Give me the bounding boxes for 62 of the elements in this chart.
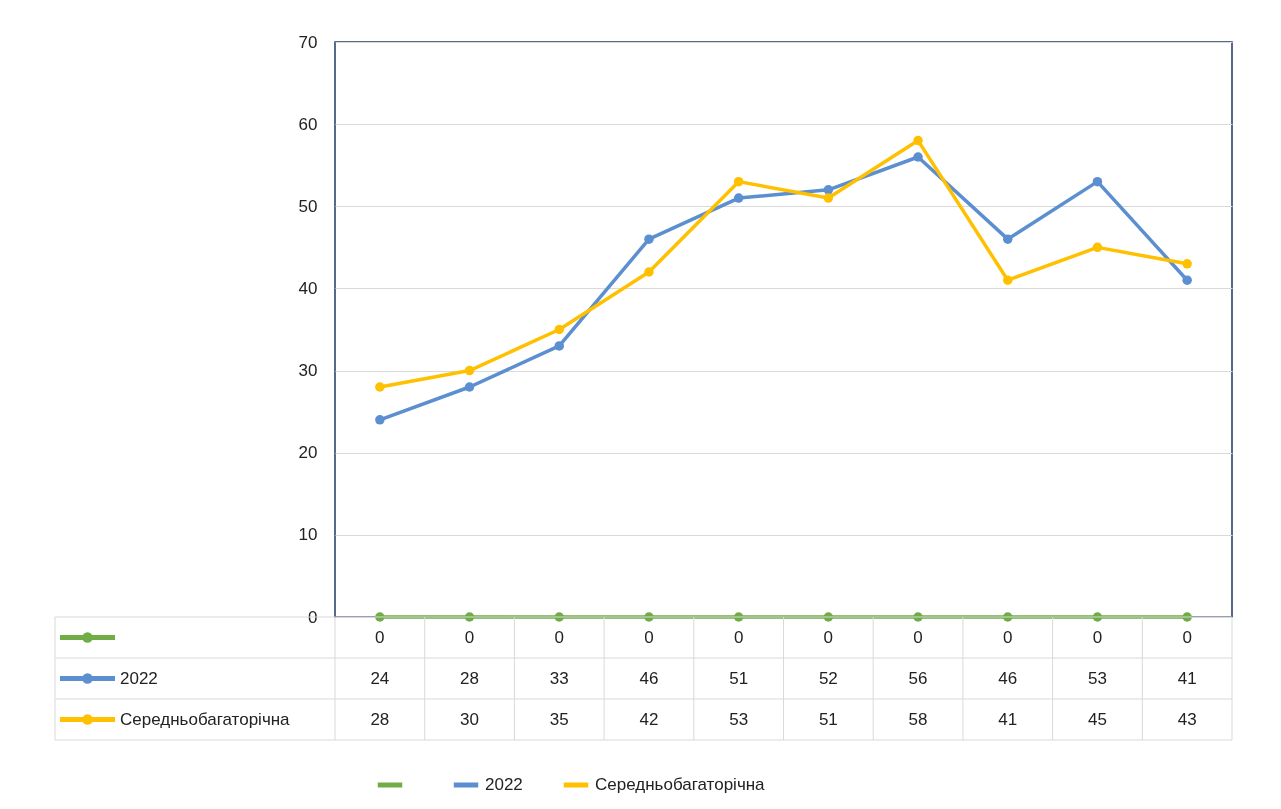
data-label: 0	[554, 627, 564, 647]
data-label: 53	[729, 709, 749, 729]
text: Середньобагаторічна	[595, 775, 765, 794]
point	[733, 176, 744, 187]
data-label: 0	[733, 627, 744, 647]
data-label: 52	[818, 668, 838, 688]
y-tick-label: 0	[308, 607, 318, 627]
y-tick-label: 70	[298, 32, 318, 52]
data-label: 45	[1087, 709, 1107, 729]
data-label: 0	[1003, 627, 1013, 647]
data-label: 0	[823, 627, 834, 647]
data-label: 33	[549, 668, 569, 688]
data-label: 46	[998, 668, 1018, 688]
data-label: 41	[1177, 668, 1197, 688]
data-label: 0	[464, 627, 475, 647]
data-label: 0	[644, 627, 654, 647]
point	[644, 234, 654, 244]
data-label: 43	[1177, 709, 1197, 729]
point	[1003, 234, 1013, 244]
data-label: 30	[460, 709, 480, 729]
point	[554, 341, 564, 351]
point	[464, 365, 475, 376]
data-label: 35	[549, 709, 569, 729]
point	[644, 267, 654, 277]
data-label: 24	[370, 668, 390, 688]
legend-label: Середньобагаторічна	[120, 709, 291, 729]
data-label: 28	[460, 668, 480, 688]
data-label: 42	[639, 709, 659, 729]
point	[1182, 259, 1192, 269]
data-label: 0	[1092, 627, 1103, 647]
data-label: 51	[818, 709, 838, 729]
data-label: 0	[375, 627, 385, 647]
point	[1003, 275, 1013, 285]
point	[1092, 242, 1103, 253]
y-tick-label: 20	[298, 443, 318, 463]
data-label: 28	[370, 709, 390, 729]
point	[1182, 275, 1192, 285]
point	[1092, 176, 1103, 187]
text: 2022	[485, 775, 523, 794]
point	[823, 193, 834, 203]
y-tick-label: 50	[298, 196, 318, 216]
point	[375, 415, 385, 425]
legend-label: 2022	[120, 668, 158, 688]
data-label: 56	[908, 668, 928, 688]
y-tick-label: 30	[298, 361, 318, 381]
data-label: 53	[1087, 668, 1107, 688]
point	[913, 135, 923, 146]
data-label: 58	[908, 709, 928, 729]
data-label: 41	[998, 709, 1018, 729]
data-label: 0	[1182, 627, 1192, 647]
y-tick-label: 60	[298, 114, 318, 134]
point	[375, 382, 385, 392]
data-label: 51	[729, 668, 749, 688]
point	[554, 324, 564, 335]
point	[823, 185, 834, 195]
point	[913, 152, 923, 162]
y-tick-label: 10	[298, 525, 318, 545]
data-label: 46	[639, 668, 659, 688]
point	[464, 382, 475, 392]
y-tick-label: 40	[298, 278, 318, 298]
data-label: 0	[913, 627, 923, 647]
point	[733, 193, 744, 203]
